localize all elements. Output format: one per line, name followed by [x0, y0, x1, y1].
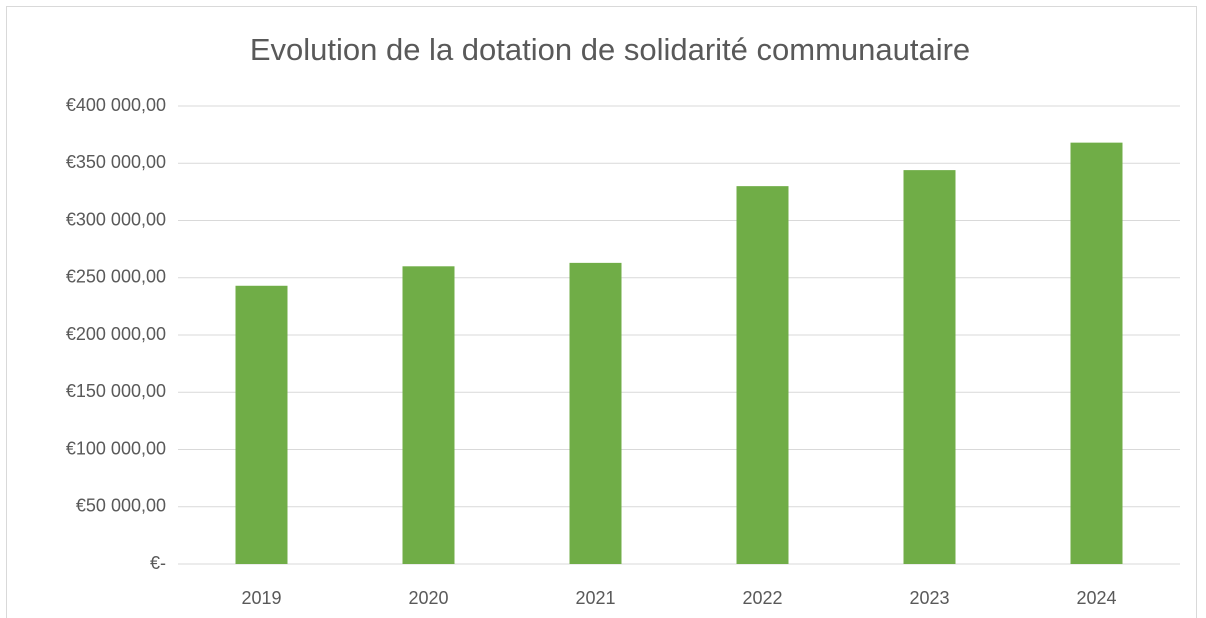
x-tick-label: 2020	[408, 588, 448, 608]
x-tick-label: 2019	[241, 588, 281, 608]
y-tick-label: €200 000,00	[66, 324, 166, 344]
bar	[736, 186, 789, 564]
y-tick-label: €400 000,00	[66, 95, 166, 115]
x-tick-label: 2023	[909, 588, 949, 608]
y-tick-label: €300 000,00	[66, 209, 166, 229]
bar	[235, 285, 288, 564]
bar	[402, 266, 455, 564]
y-tick-label: €150 000,00	[66, 381, 166, 401]
y-tick-label: €250 000,00	[66, 267, 166, 287]
bar	[1070, 142, 1123, 564]
y-tick-label: €-	[150, 553, 166, 573]
x-tick-label: 2021	[575, 588, 615, 608]
x-tick-label: 2024	[1076, 588, 1116, 608]
chart-title: Evolution de la dotation de solidarité c…	[250, 32, 970, 67]
x-tick-label: 2022	[742, 588, 782, 608]
y-tick-label: €350 000,00	[66, 152, 166, 172]
bar	[903, 170, 956, 564]
bar	[569, 262, 622, 564]
y-tick-label: €50 000,00	[76, 496, 166, 516]
y-tick-label: €100 000,00	[66, 438, 166, 458]
